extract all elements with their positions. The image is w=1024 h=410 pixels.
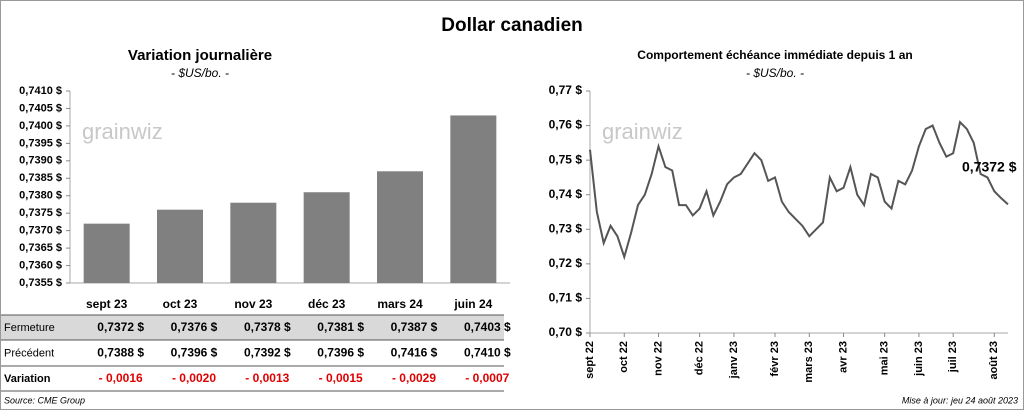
y-tick-label: 0,7360 $ <box>19 259 62 271</box>
x-tick-label: déc 23 <box>308 297 346 311</box>
watermark: grainwiz <box>82 119 163 144</box>
y-tick-label: 0,7405 $ <box>19 102 62 114</box>
y-tick-label: 0,7400 $ <box>19 120 62 132</box>
x-tick-label: avr 23 <box>837 341 849 373</box>
table-cell: 0,7396 $ <box>171 346 218 360</box>
source: Source: CME Group <box>4 395 85 405</box>
table-row-label: Précédent <box>4 347 54 359</box>
y-tick-label: 0,70 $ <box>549 325 583 339</box>
y-tick-label: 0,7365 $ <box>19 242 62 254</box>
y-tick-label: 0,75 $ <box>549 152 583 166</box>
x-tick-label: mars 24 <box>377 297 423 311</box>
table-cell: 0,7376 $ <box>171 320 218 334</box>
x-tick-label: sept 22 <box>584 341 596 379</box>
y-tick-label: 0,7410 $ <box>19 85 62 97</box>
x-tick-label: nov 22 <box>652 341 664 376</box>
bar <box>83 223 130 283</box>
y-tick-label: 0,7355 $ <box>19 277 62 289</box>
watermark: grainwiz <box>602 119 683 144</box>
bar <box>230 202 277 283</box>
table-cell: 0,7388 $ <box>97 346 144 360</box>
table-cell: 0,7378 $ <box>244 320 291 334</box>
x-tick-label: sept 23 <box>86 297 128 311</box>
table-cell: - 0,0020 <box>172 371 216 385</box>
x-tick-label: janv 23 <box>728 341 740 379</box>
bar <box>303 192 350 283</box>
bar <box>157 209 203 283</box>
y-tick-label: 0,72 $ <box>549 256 583 270</box>
table-cell: 0,7416 $ <box>391 346 438 360</box>
chart-subtitle: - $US/bo. - <box>746 66 804 80</box>
table-cell: - 0,0015 <box>319 371 363 385</box>
y-tick-label: 0,7385 $ <box>19 172 62 184</box>
y-tick-label: 0,73 $ <box>549 221 583 235</box>
bar <box>377 171 423 283</box>
y-tick-label: 0,7380 $ <box>19 190 62 202</box>
table-row-label: Variation <box>4 373 51 385</box>
updated: Mise à jour: jeu 24 août 2023 <box>902 395 1018 405</box>
table-cell: - 0,0013 <box>245 371 289 385</box>
y-tick-label: 0,7395 $ <box>19 137 62 149</box>
line <box>589 120 1009 261</box>
y-tick-label: 0,7375 $ <box>19 207 62 219</box>
x-tick-label: juin 23 <box>913 341 925 377</box>
chart-subtitle: - $US/bo. - <box>171 66 229 80</box>
chart-title: Comportement échéance immédiate depuis 1… <box>637 48 912 62</box>
table-row-label: Fermeture <box>4 322 55 334</box>
table-row-bg <box>1 315 504 340</box>
x-tick-label: déc 22 <box>694 341 706 375</box>
y-tick-label: 0,71 $ <box>549 291 583 305</box>
y-tick-label: 0,7370 $ <box>19 225 62 237</box>
y-tick-label: 0,76 $ <box>549 118 583 132</box>
page-title: Dollar canadien <box>441 15 583 36</box>
chart-title: Variation journalière <box>128 47 272 64</box>
table-cell: 0,7403 $ <box>464 320 511 334</box>
table-cell: 0,7372 $ <box>97 320 144 334</box>
x-tick-label: févr 23 <box>769 341 781 376</box>
annotation: 0,7372 $ <box>962 159 1017 175</box>
x-tick-label: mars 23 <box>803 341 815 383</box>
table-cell: 0,7387 $ <box>391 320 438 334</box>
table-cell: 0,7396 $ <box>317 346 364 360</box>
x-tick-label: oct 22 <box>618 341 630 373</box>
x-tick-label: oct 23 <box>163 297 198 311</box>
x-tick-label: mai 23 <box>879 341 891 375</box>
table-cell: - 0,0016 <box>99 371 143 385</box>
table-cell: 0,7381 $ <box>317 320 364 334</box>
x-tick-label: nov 23 <box>234 297 272 311</box>
y-tick-label: 0,7390 $ <box>19 155 62 167</box>
x-tick-label: juin 24 <box>453 297 492 311</box>
table-cell: 0,7410 $ <box>464 346 511 360</box>
y-tick-label: 0,77 $ <box>549 83 583 97</box>
table-cell: 0,7392 $ <box>244 346 291 360</box>
table-cell: - 0,0007 <box>465 371 509 385</box>
x-tick-label: août 23 <box>988 341 1000 380</box>
bar <box>450 115 497 283</box>
table-cell: - 0,0029 <box>392 371 436 385</box>
y-tick-label: 0,74 $ <box>549 187 583 201</box>
x-tick-label: juil 23 <box>947 341 959 373</box>
